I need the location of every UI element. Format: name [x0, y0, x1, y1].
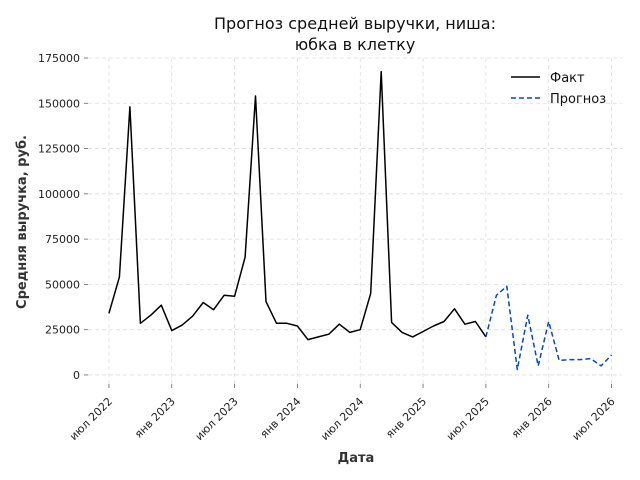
y-tick-label: 150000 [38, 97, 80, 110]
y-tick-label: 50000 [45, 278, 80, 291]
legend: Факт Прогноз [511, 71, 606, 107]
y-tick-label: 125000 [38, 143, 80, 156]
y-tick-label: 100000 [38, 188, 80, 201]
x-tick-label: янв 2023 [132, 395, 178, 441]
chart-title-line-2: юбка в клетку [295, 35, 416, 54]
x-tick-label: июл 2023 [193, 395, 241, 443]
legend-label-forecast: Прогноз [550, 92, 606, 107]
y-tick-label: 75000 [45, 233, 80, 246]
grid [88, 57, 622, 384]
y-tick-label: 0 [73, 369, 80, 382]
chart-title-line-1: Прогноз средней выручки, ниша: [214, 14, 496, 33]
x-tick-label: июл 2024 [318, 395, 366, 443]
x-axis-label: Дата [338, 451, 375, 466]
x-tick-label: янв 2026 [509, 395, 555, 441]
y-axis-ticks: 0 25000 50000 75000 100000 125000 150000 175000 [38, 52, 88, 382]
x-tick-label: июл 2025 [444, 395, 492, 443]
series-line-fact [108, 70, 487, 341]
x-tick-label: янв 2025 [383, 395, 429, 441]
y-axis-label: Средняя выручка, руб. [15, 135, 30, 309]
legend-label-fact: Факт [550, 71, 585, 86]
y-tick-label: 25000 [45, 324, 80, 337]
series-line-forecast [485, 285, 613, 371]
x-tick-label: июл 2026 [570, 395, 618, 443]
y-tick-label: 175000 [38, 52, 80, 65]
x-tick-label: янв 2024 [258, 395, 304, 441]
series-layer [108, 70, 613, 371]
x-axis-ticks: июл 2022 янв 2023 июл 2023 янв 2024 июл 2024… [67, 384, 618, 443]
x-tick-label: июл 2022 [67, 395, 115, 443]
